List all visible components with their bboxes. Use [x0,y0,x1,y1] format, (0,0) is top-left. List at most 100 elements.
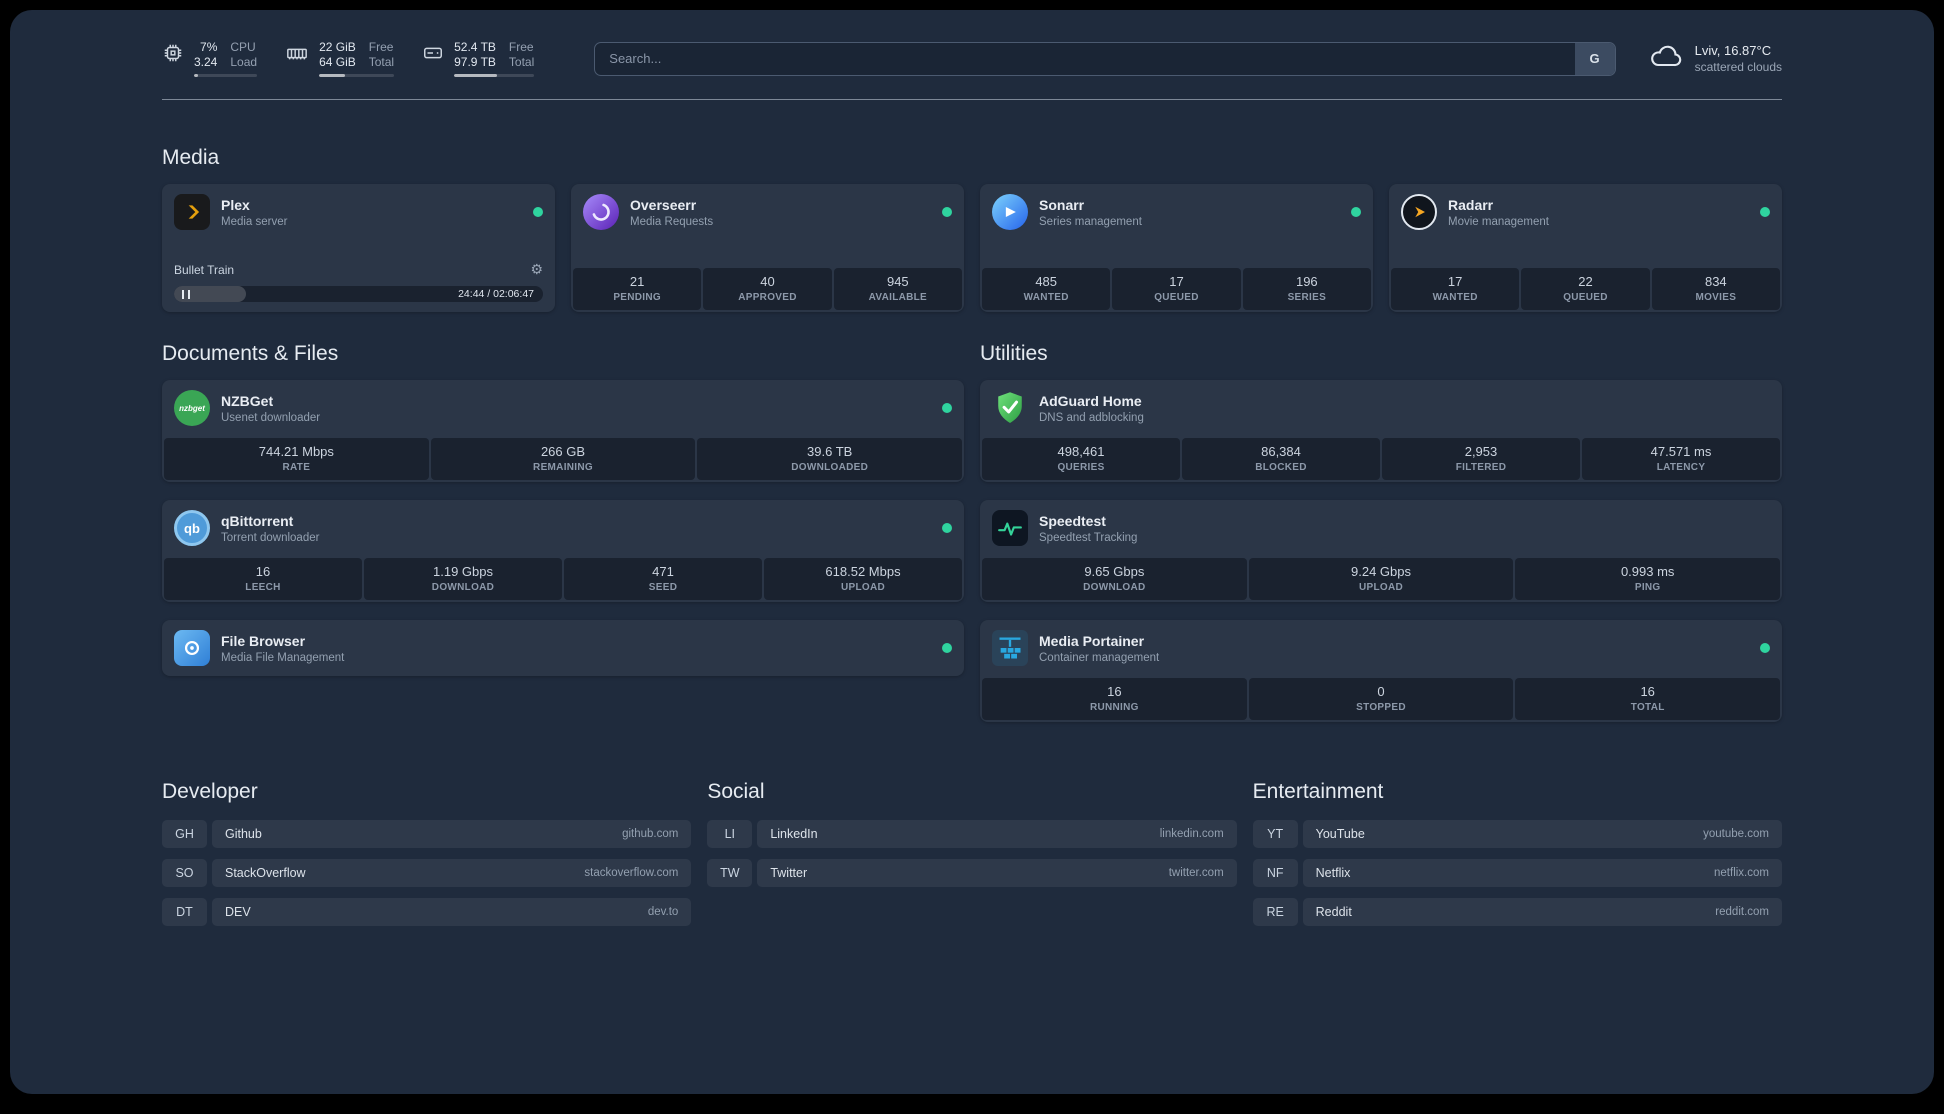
bookmark-dev[interactable]: DT DEV dev.to [162,898,692,926]
card-nzbget[interactable]: nzbget NZBGet Usenet downloader 744.21 M… [162,380,964,482]
topbar: 7% 3.24 CPU Load [162,40,1782,77]
bookmark-linkedin[interactable]: LI LinkedIn linkedin.com [707,820,1237,848]
bookmark-abbr[interactable]: NF [1252,859,1298,887]
pause-icon[interactable] [182,289,190,299]
search-provider-button[interactable]: G [1574,42,1615,75]
card-adguard[interactable]: AdGuard Home DNS and adblocking 498,461 … [980,380,1782,482]
stat-filtered: 2,953 FILTERED [1382,438,1580,480]
bookmark-abbr[interactable]: DT [162,898,207,926]
service-name: Sonarr [1039,196,1085,213]
bookmark-youtube[interactable]: YT YouTube youtube.com [1252,820,1782,848]
card-radarr[interactable]: Radarr Movie management 17 WANTED 22 QUE… [1389,184,1782,312]
section-title-documents: Documents & Files [162,342,339,365]
filebrowser-icon [174,630,210,666]
qbittorrent-icon: qb [174,510,210,546]
service-subtitle: Container management [1039,651,1160,664]
stat-wanted: 485 WANTED [982,268,1111,310]
stat-download: 1.19 Gbps DOWNLOAD [364,558,562,600]
weather-widget: Lviv, 16.87°C scattered clouds [1648,41,1782,76]
card-portainer[interactable]: Media Portainer Container management 16 … [980,620,1782,722]
speedtest-icon [992,510,1028,546]
bookmark-stackoverflow[interactable]: SO StackOverflow stackoverflow.com [162,859,692,887]
cpu-load-value: 3.24 [194,55,218,69]
playback-time: 24:44 / 02:06:47 [458,288,534,300]
playback-progress-bar: 24:44 / 02:06:47 [174,286,543,302]
service-name: Media Portainer [1039,632,1145,649]
service-name: File Browser [221,632,306,649]
bookmark-url: github.com [622,828,679,840]
bookmark-github[interactable]: GH Github github.com [162,820,692,848]
bookmark-group-social: Social LI LinkedIn linkedin.com TW Twitt… [707,780,1237,926]
stat-stopped: 0 STOPPED [1248,678,1514,720]
stat-queries: 498,461 QUERIES [982,438,1180,480]
service-subtitle: Movie management [1448,215,1549,228]
sonarr-icon [992,194,1028,230]
status-dot [1351,207,1361,217]
bookmark-url: twitter.com [1168,867,1224,879]
bookmark-name: LinkedIn [770,827,818,841]
bookmark-url: linkedin.com [1159,828,1224,840]
cloud-icon [1648,41,1684,76]
utilities-column: Utilities [980,342,1782,722]
section-title-media: Media [162,146,220,169]
bookmark-url: dev.to [647,906,679,918]
service-subtitle: Series management [1039,215,1142,228]
card-qbittorrent[interactable]: qb qBittorrent Torrent downloader 16 [162,500,964,602]
service-name: qBittorrent [221,512,294,529]
bookmark-url: stackoverflow.com [584,867,679,879]
bookmark-group-entertainment: Entertainment YT YouTube youtube.com NF … [1252,780,1782,926]
stat-approved: 40 APPROVED [703,268,832,310]
memory-total-label: Total [368,55,395,69]
stat-remaining: 266 GB REMAINING [430,438,696,480]
memory-free-label: Free [368,40,394,54]
bookmark-reddit[interactable]: RE Reddit reddit.com [1252,898,1782,926]
stat-queued: 17 QUEUED [1112,268,1241,310]
stat-rate: 744.21 Mbps RATE [164,438,429,480]
cpu-icon [162,42,184,64]
overseerr-icon [583,194,619,230]
bookmark-abbr[interactable]: YT [1252,820,1298,848]
section-title-entertainment: Entertainment [1252,780,1384,803]
bookmark-twitter[interactable]: TW Twitter twitter.com [707,859,1237,887]
bookmark-netflix[interactable]: NF Netflix netflix.com [1252,859,1782,887]
card-speedtest[interactable]: Speedtest Speedtest Tracking 9.65 Gbps D… [980,500,1782,602]
bookmark-abbr[interactable]: TW [707,859,753,887]
status-dot [942,207,952,217]
radarr-icon [1401,194,1437,230]
bookmark-name: DEV [225,905,251,919]
stat-upload: 618.52 Mbps UPLOAD [764,558,962,600]
section-title-utilities: Utilities [980,342,1048,365]
card-overseerr[interactable]: Overseerr Media Requests 21 PENDING 40 A… [571,184,964,312]
stat-available: 945 AVAILABLE [833,268,962,310]
weather-location: Lviv, 16.87°C [1694,42,1772,58]
dashboard-panel: 7% 3.24 CPU Load [10,10,1934,1094]
weather-condition: scattered clouds [1694,59,1782,74]
service-subtitle: Media server [221,215,288,228]
memory-free-value: 22 GiB [319,40,356,54]
bookmark-abbr[interactable]: LI [707,820,753,848]
status-dot [942,523,952,533]
now-playing-title: Bullet Train [174,262,235,277]
gear-icon[interactable]: ⚙ [530,261,543,277]
stat-wanted: 17 WANTED [1391,268,1520,310]
search-input[interactable] [595,42,1575,75]
status-dot [1760,643,1770,653]
card-sonarr[interactable]: Sonarr Series management 485 WANTED 17 Q… [980,184,1373,312]
bookmark-abbr[interactable]: RE [1252,898,1298,926]
bookmark-abbr[interactable]: GH [162,820,207,848]
service-subtitle: Usenet downloader [221,411,321,424]
card-filebrowser[interactable]: File Browser Media File Management [162,620,964,676]
memory-usage-bar [319,74,395,77]
stat-downloaded: 39.6 TB DOWNLOADED [697,438,963,480]
disk-widget: 52.4 TB 97.9 TB Free Total [422,40,535,77]
stat-pending: 21 PENDING [573,268,702,310]
service-subtitle: DNS and adblocking [1039,411,1144,424]
stat-series: 196 SERIES [1242,268,1371,310]
memory-icon [285,42,309,64]
status-dot [533,207,543,217]
memory-widget: 22 GiB 64 GiB Free Total [285,40,395,77]
card-plex[interactable]: Plex Media server Bullet Train ⚙ [162,184,555,312]
stat-queued: 22 QUEUED [1521,268,1650,310]
bookmark-abbr[interactable]: SO [162,859,207,887]
stat-leech: 16 LEECH [164,558,362,600]
